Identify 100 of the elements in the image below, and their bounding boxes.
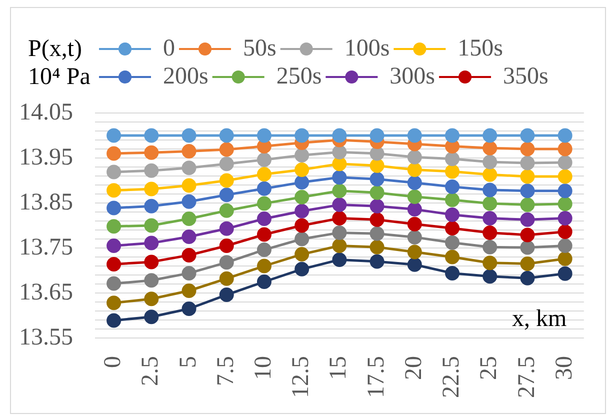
point — [144, 292, 159, 306]
point — [106, 219, 122, 234]
point — [219, 142, 234, 157]
point — [558, 238, 572, 253]
point — [482, 240, 498, 254]
point — [482, 128, 498, 143]
point — [520, 184, 535, 198]
point — [144, 218, 159, 233]
point — [520, 198, 535, 212]
point — [445, 152, 460, 166]
point — [482, 211, 498, 226]
point — [558, 169, 572, 184]
point — [558, 184, 572, 198]
point — [520, 128, 535, 143]
point — [182, 284, 196, 298]
point — [219, 271, 234, 286]
legend-label: 350s — [503, 63, 548, 90]
point — [106, 238, 122, 253]
point — [294, 162, 310, 177]
point — [256, 196, 272, 211]
point — [332, 252, 347, 267]
point — [144, 254, 159, 270]
point — [106, 128, 122, 143]
point — [407, 150, 422, 164]
legend-label: 100s — [344, 35, 390, 62]
point — [294, 204, 310, 218]
point — [520, 228, 535, 242]
y-tick-label: 14.05 — [19, 99, 73, 126]
x-tick-label: 10 — [250, 356, 277, 380]
x-tick-label: 30 — [551, 356, 578, 380]
y-tick-label: 13.55 — [19, 324, 73, 350]
point — [144, 198, 159, 214]
point — [144, 163, 159, 178]
point — [182, 144, 196, 158]
point — [294, 148, 310, 163]
point — [256, 242, 272, 258]
point — [482, 140, 498, 156]
y-tick-label: 13.95 — [19, 144, 73, 170]
point — [219, 238, 234, 253]
legend-label: 200s — [163, 63, 208, 90]
point — [106, 296, 122, 310]
x-tick-label: 22.5 — [438, 356, 465, 398]
point — [445, 128, 460, 143]
point — [558, 128, 572, 143]
x-tick-label: 2.5 — [138, 356, 164, 386]
point — [407, 202, 422, 217]
x-tick-label: 15 — [326, 356, 352, 380]
point — [482, 154, 498, 170]
point — [370, 185, 384, 200]
point — [256, 166, 272, 182]
y-tick-label: 13.75 — [19, 234, 73, 260]
point — [219, 221, 234, 236]
point — [294, 218, 310, 233]
point — [482, 225, 498, 240]
point — [256, 227, 272, 242]
point — [332, 184, 347, 198]
point — [407, 244, 422, 260]
point — [445, 266, 460, 280]
point — [219, 288, 234, 302]
point — [182, 230, 196, 244]
y-axis-title: P(x,t) 10⁴ Pa — [28, 35, 90, 91]
point — [294, 190, 310, 204]
point — [294, 175, 310, 190]
point — [182, 128, 196, 143]
point — [407, 230, 422, 244]
point — [370, 172, 384, 186]
point — [370, 226, 384, 241]
point — [558, 224, 572, 240]
point — [520, 212, 535, 227]
x-tick-label: 12.5 — [288, 356, 314, 398]
point — [482, 182, 498, 198]
point — [520, 142, 535, 156]
point — [407, 189, 422, 204]
point — [182, 194, 196, 209]
x-tick-label: 20 — [400, 356, 427, 380]
point — [219, 255, 234, 270]
point — [332, 225, 347, 240]
point — [106, 276, 122, 291]
point — [182, 212, 196, 226]
legend-label: 300s — [390, 63, 436, 90]
point — [558, 211, 572, 226]
point — [106, 313, 122, 328]
point — [558, 196, 572, 212]
point — [219, 156, 234, 172]
point — [558, 252, 572, 266]
point — [407, 128, 422, 143]
x-tick-label: 7.5 — [212, 356, 239, 386]
legend-label: 250s — [276, 63, 322, 90]
point — [520, 256, 535, 271]
point — [144, 273, 159, 288]
point — [370, 254, 384, 269]
point — [482, 167, 498, 182]
point — [370, 158, 384, 173]
point — [144, 128, 159, 143]
point — [182, 302, 196, 316]
point — [332, 238, 347, 253]
legend-label: 50s — [243, 35, 276, 62]
point — [106, 200, 122, 216]
x-tick-label: 17.5 — [363, 356, 390, 398]
point — [370, 128, 384, 143]
